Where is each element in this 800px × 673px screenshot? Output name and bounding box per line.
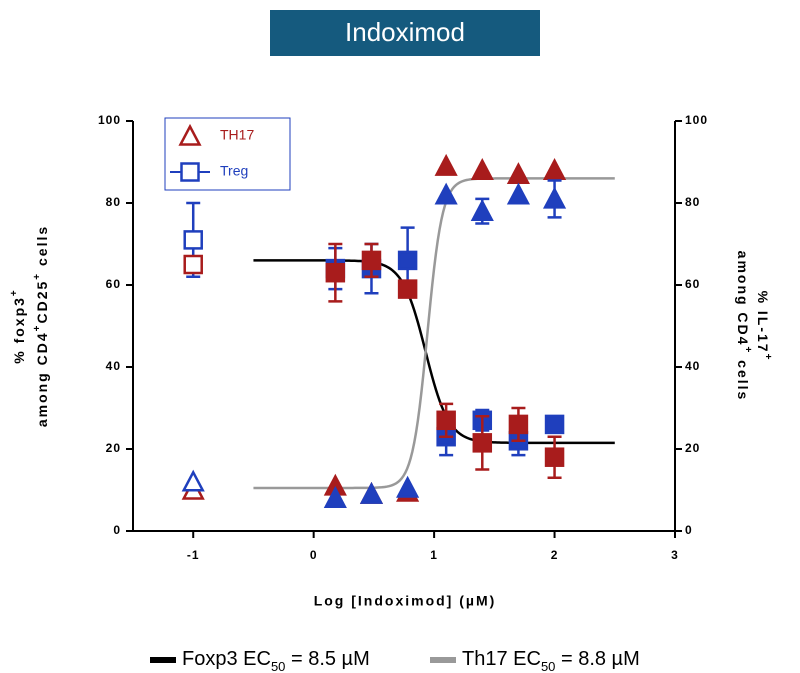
fit-legend-part: = 8.8 µM — [555, 648, 639, 670]
label-text: cells — [34, 225, 50, 272]
fit-legend-text: Foxp3 EC50 = 8.5 µM — [182, 648, 370, 673]
x-tick-label: 0 — [310, 548, 318, 562]
square-marker — [544, 414, 565, 435]
script-text: + — [32, 324, 43, 332]
label-text: among CD4 — [34, 331, 50, 427]
triangle-marker — [506, 182, 530, 205]
y2-tick-label: 0 — [685, 523, 693, 537]
subscript: 50 — [541, 659, 555, 673]
y2-tick-label: 100 — [685, 113, 708, 127]
fit-legend-part: Foxp3 EC — [182, 648, 271, 670]
fit-legend-text: Th17 EC50 = 8.8 µM — [462, 648, 640, 673]
triangle-marker — [506, 162, 530, 185]
label-text: CD25 — [34, 280, 50, 324]
square-marker — [436, 410, 456, 431]
y2-tick-label: 40 — [685, 359, 700, 373]
y2-tick-label: 80 — [685, 195, 700, 209]
y-tick-label: 80 — [106, 195, 121, 209]
y-tick-label: 40 — [106, 359, 121, 373]
x-tick-label: 3 — [671, 548, 679, 562]
square-marker — [544, 447, 565, 467]
label-text: cells — [735, 354, 751, 401]
triangle-marker — [470, 199, 494, 221]
square-marker — [183, 230, 203, 250]
square-marker — [183, 254, 203, 275]
x-tick-label: -1 — [187, 548, 200, 562]
script-text: + — [742, 346, 753, 354]
y-tick-label: 20 — [106, 441, 121, 455]
script-text: + — [9, 288, 20, 296]
triangle-marker — [542, 186, 567, 209]
fit-legend-part: Th17 EC — [462, 648, 541, 670]
script-text: + — [762, 354, 773, 362]
title-box — [270, 10, 540, 56]
x-axis-label: Log [Indoximod] (µM) — [314, 593, 497, 609]
label-line: % IL-17+ — [755, 291, 773, 362]
triangle-marker — [181, 469, 205, 492]
square-marker — [397, 279, 418, 299]
y2-tick-label: 60 — [685, 277, 700, 291]
label-text: among CD4 — [735, 251, 751, 347]
y-tick-label: 60 — [106, 277, 121, 291]
fit-legend-part: = 8.5 µM — [285, 648, 369, 670]
triangle-marker — [434, 153, 458, 176]
triangle-marker — [434, 182, 458, 205]
script-text: + — [32, 272, 43, 280]
triangle-marker — [470, 158, 494, 180]
x-tick-label: 2 — [551, 548, 559, 562]
chart-title: Indoximod — [345, 17, 465, 47]
square-marker — [472, 433, 493, 453]
label-text: % foxp3 — [11, 296, 27, 364]
square-marker — [397, 250, 418, 271]
legend-label: Treg — [220, 163, 248, 179]
triangle-marker — [323, 486, 347, 508]
x-tick-label: 1 — [430, 548, 438, 562]
square-marker — [180, 162, 200, 182]
triangle-marker — [359, 481, 384, 504]
fit-curve — [253, 177, 615, 490]
subscript: 50 — [271, 659, 285, 673]
square-marker — [361, 250, 382, 271]
y-tick-label: 0 — [113, 523, 121, 537]
label-line: among CD4+CD25+ cells — [32, 225, 50, 427]
triangle-marker — [396, 475, 420, 498]
legend-label: TH17 — [220, 127, 254, 143]
label-line: % foxp3+ — [9, 288, 27, 364]
square-marker — [325, 262, 346, 283]
label-line: among CD4+ cells — [735, 251, 753, 402]
y-tick-label: 100 — [98, 113, 121, 127]
triangle-marker — [178, 123, 202, 146]
square-marker — [508, 414, 529, 435]
y2-tick-label: 20 — [685, 441, 700, 455]
label-text: % IL-17 — [755, 291, 771, 354]
triangle-marker — [542, 158, 567, 180]
